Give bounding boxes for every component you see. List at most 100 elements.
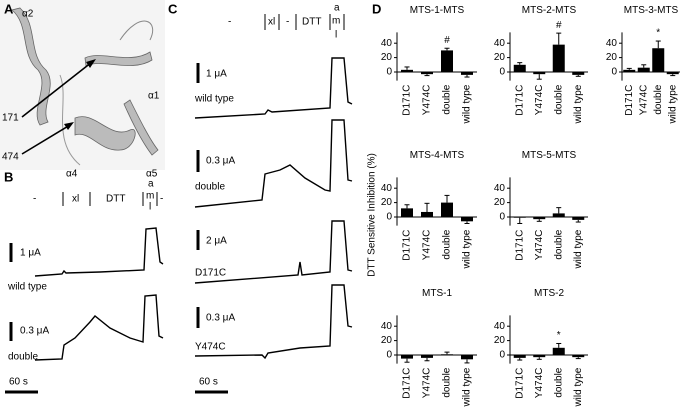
scale-label: 0.3 μA	[206, 156, 235, 167]
loop	[59, 74, 81, 166]
bar	[421, 211, 433, 217]
bar	[652, 48, 665, 72]
x-tick-label: D171C	[402, 230, 413, 261]
x-tick-label: Y474C	[534, 85, 545, 116]
y-tick-label: 40	[606, 38, 618, 49]
protocol-label: DTT	[106, 194, 125, 205]
scale-label: 1 μA	[206, 69, 227, 80]
bar	[572, 355, 585, 358]
panel-label: B	[4, 169, 13, 184]
panel-label: D	[372, 1, 381, 16]
y-tick-label: 20	[381, 52, 393, 63]
y-tick-label: 40	[494, 321, 506, 332]
y-tick-label: 40	[494, 38, 506, 49]
current-trace	[194, 220, 353, 284]
y-tick-label: 20	[494, 197, 506, 208]
bar	[533, 217, 546, 220]
helix-label: α2	[22, 9, 34, 20]
x-tick-label: Y474C	[534, 368, 545, 399]
significance-marker: *	[656, 28, 660, 39]
x-tick-label: wild type	[462, 84, 473, 124]
bar	[552, 44, 565, 72]
x-tick-label: double	[442, 84, 453, 114]
bar	[513, 355, 526, 358]
scale-label: 2 μA	[206, 236, 227, 247]
protocol-label: a	[148, 179, 154, 190]
arrowhead	[64, 122, 74, 130]
trace-label: D171C	[195, 268, 226, 279]
x-tick-label: Y474C	[422, 368, 433, 399]
x-tick-label: D171C	[402, 368, 413, 399]
arrow	[21, 124, 71, 155]
x-tick-label: double	[442, 229, 453, 259]
helix-label: α1	[148, 91, 160, 102]
bar	[441, 50, 453, 72]
arrowhead	[86, 59, 96, 68]
scale-label: 0.3 μA	[206, 313, 235, 324]
bar	[461, 217, 473, 222]
y-tick-label: 40	[381, 183, 393, 194]
arrow	[21, 61, 93, 118]
bar	[401, 69, 413, 72]
helix-a1	[84, 51, 153, 67]
y-tick-label: 0	[386, 350, 392, 361]
structure-panel: A α2 171 474 α1 α4 α5	[0, 0, 165, 180]
x-tick-label: D171C	[514, 368, 525, 399]
helix-label: α5	[146, 169, 158, 180]
significance-marker: *	[557, 330, 561, 341]
panel-label: A	[4, 1, 14, 16]
y-tick-label: 0	[499, 67, 505, 78]
trace-label: wild type	[7, 282, 47, 293]
x-tick-label: D171C	[514, 85, 525, 116]
chart-title: MTS-1-MTS	[410, 5, 465, 16]
y-tick-label: 20	[381, 197, 393, 208]
scale-label: 1 μA	[20, 248, 41, 259]
residue-label: 474	[2, 152, 19, 163]
bar	[401, 208, 413, 217]
current-trace	[194, 119, 353, 208]
x-tick-label: D171C	[514, 230, 525, 261]
bar	[401, 355, 413, 359]
chart-title: MTS-4-MTS	[410, 150, 465, 161]
current-trace	[34, 227, 164, 277]
protocol-label: l	[149, 202, 151, 213]
y-tick-label: 20	[494, 52, 506, 63]
x-tick-label: Y474C	[422, 230, 433, 261]
y-tick-label: 20	[494, 335, 506, 346]
helix-label: α4	[66, 169, 78, 180]
chart-title: MTS-5-MTS	[522, 150, 577, 161]
bar	[552, 213, 565, 217]
bar	[441, 202, 453, 217]
chart-title: MTS-1	[422, 288, 452, 299]
current-trace	[194, 57, 353, 119]
x-tick-label: wild type	[573, 84, 584, 124]
bar	[421, 72, 433, 75]
x-tick-label: Y474C	[422, 85, 433, 116]
bar	[513, 217, 526, 218]
x-tick-label: double	[553, 84, 564, 114]
x-tick-label: Y474C	[534, 230, 545, 261]
chart-title: MTS-3-MTS	[624, 5, 679, 16]
x-tick-label: double	[553, 229, 564, 259]
x-tick-label: wild type	[462, 229, 473, 269]
y-tick-label: 40	[494, 183, 506, 194]
protocol-label: xl	[72, 194, 79, 205]
significance-marker: #	[444, 35, 450, 46]
loop	[119, 20, 154, 41]
protocol-label: -	[228, 17, 231, 28]
y-axis-label: DTT Sensitive Inhibition (%)	[367, 153, 378, 277]
protocol-label: -	[286, 17, 289, 28]
trace-label: double	[195, 182, 225, 193]
x-tick-label: wild type	[573, 229, 584, 269]
trace-panel: C - xl - DTT a m l 1 μA wild type 0.3 μA…	[168, 1, 353, 394]
x-tick-label: Y474C	[638, 85, 649, 116]
bar	[461, 72, 473, 75]
y-tick-label: 0	[611, 67, 617, 78]
bar	[637, 67, 650, 72]
y-tick-label: 40	[381, 321, 393, 332]
protocol-label: -	[33, 194, 36, 205]
helix-a5	[123, 99, 159, 156]
scale-label: 0.3 μA	[20, 326, 49, 337]
y-tick-label: 20	[606, 52, 618, 63]
